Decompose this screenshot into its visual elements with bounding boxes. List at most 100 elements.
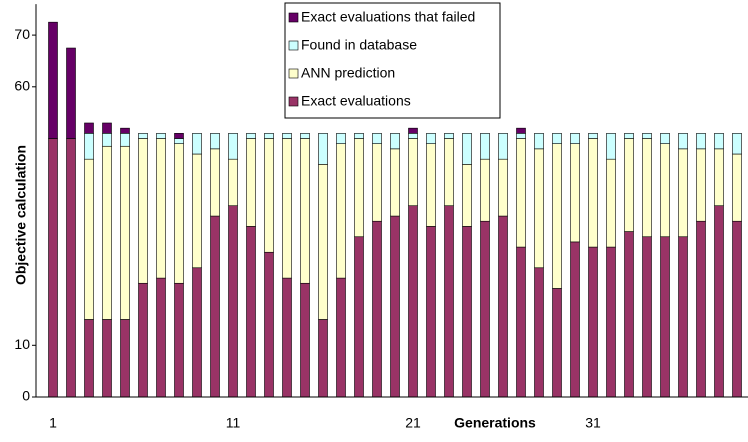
y-tick-label: 0	[22, 388, 30, 404]
bar-segment	[372, 143, 382, 222]
bar-segment	[714, 148, 724, 207]
bar-segment	[570, 143, 580, 243]
bar-segment	[534, 133, 544, 150]
bar-segment	[570, 241, 580, 398]
bar-segment	[696, 148, 706, 222]
legend-swatch	[288, 96, 299, 107]
bar-segment	[642, 133, 652, 139]
bar-segment	[732, 153, 742, 222]
bar-segment	[570, 133, 580, 144]
bar-segment	[516, 127, 526, 134]
bar-segment	[192, 267, 202, 398]
bar-segment	[624, 133, 634, 139]
bar-segment	[264, 133, 274, 139]
bar-segment	[138, 138, 148, 284]
bar-segment	[606, 158, 616, 248]
bar-segment	[426, 133, 436, 144]
bar-segment	[606, 133, 616, 160]
bar-segment	[264, 138, 274, 253]
bar-segment	[66, 138, 76, 398]
bar-segment	[264, 251, 274, 398]
y-tick-label: 70	[14, 26, 30, 42]
bar-segment	[408, 138, 418, 207]
bar-segment	[516, 138, 526, 248]
x-tick-label: 31	[585, 415, 601, 431]
y-tick-label: 60	[14, 78, 30, 94]
bar-segment	[678, 148, 688, 238]
bar-segment	[678, 133, 688, 150]
bar-segment	[228, 133, 238, 160]
bar-segment	[120, 145, 130, 320]
bar-segment	[246, 138, 256, 227]
x-tick-label: 21	[405, 415, 421, 431]
bar-segment	[84, 133, 94, 160]
bar-segment	[102, 122, 112, 134]
bar-segment	[480, 133, 490, 160]
bar-segment	[102, 145, 112, 320]
bar-segment	[102, 133, 112, 147]
x-axis-label: Generations	[454, 415, 536, 431]
bar-segment	[480, 220, 490, 398]
bar-segment	[210, 133, 220, 150]
bar-segment	[228, 158, 238, 207]
bar-segment	[444, 133, 454, 139]
legend-swatch	[288, 12, 299, 23]
legend-box	[284, 2, 501, 119]
bar-segment	[192, 153, 202, 269]
bar-segment	[138, 282, 148, 398]
bar-segment	[318, 319, 328, 398]
bar-segment	[102, 319, 112, 398]
bar-segment	[714, 205, 724, 398]
bar-segment	[498, 133, 508, 160]
bar-segment	[66, 47, 76, 139]
bar-segment	[480, 158, 490, 222]
bar-segment	[300, 133, 310, 139]
bar-segment	[210, 215, 220, 398]
bar-segment	[660, 143, 670, 238]
bar-segment	[534, 267, 544, 398]
bar-segment	[516, 246, 526, 398]
bar-segment	[120, 319, 130, 398]
bar-segment	[336, 133, 346, 144]
bar-segment	[372, 220, 382, 398]
bar-segment	[426, 143, 436, 227]
legend-label: Found in database	[301, 37, 417, 53]
bar-segment	[48, 21, 58, 139]
bar-segment	[372, 133, 382, 144]
bar-segment	[156, 133, 166, 139]
bar-segment	[534, 148, 544, 269]
bar-segment	[606, 246, 616, 398]
bar-segment	[732, 220, 742, 398]
x-tick-label: 11	[226, 415, 241, 431]
bar-segment	[336, 143, 346, 279]
bar-segment	[354, 236, 364, 398]
bar-segment	[354, 133, 364, 139]
bar-segment	[210, 148, 220, 217]
bar-segment	[588, 133, 598, 139]
bar-segment	[120, 133, 130, 147]
bar-segment	[156, 138, 166, 279]
bar-segment	[174, 282, 184, 398]
bar-segment	[84, 158, 94, 320]
bar-segment	[624, 138, 634, 232]
bar-segment	[642, 236, 652, 398]
bar-segment	[426, 226, 436, 398]
bar-segment	[552, 133, 562, 144]
bar-segment	[174, 138, 184, 144]
bar-segment	[660, 133, 670, 144]
bar-segment	[390, 148, 400, 217]
y-axis-label: Objective calculation	[13, 145, 29, 285]
bar-segment	[498, 215, 508, 398]
bar-segment	[156, 277, 166, 398]
bar-segment	[696, 220, 706, 398]
legend-swatch	[288, 68, 299, 79]
bar-segment	[282, 138, 292, 279]
legend-label: Exact evaluations that failed	[301, 9, 475, 25]
bar-segment	[696, 133, 706, 150]
bar-segment	[732, 133, 742, 155]
y-tick-label: 10	[14, 336, 30, 352]
bar-segment	[336, 277, 346, 398]
bar-segment	[84, 122, 94, 134]
bar-segment	[408, 205, 418, 398]
